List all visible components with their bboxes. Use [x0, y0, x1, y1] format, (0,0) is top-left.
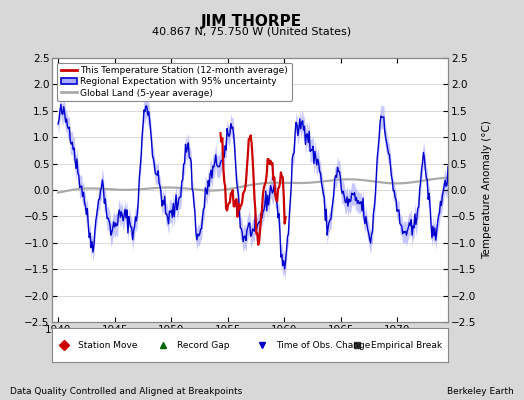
Text: 40.867 N, 75.750 W (United States): 40.867 N, 75.750 W (United States) — [152, 26, 351, 36]
Text: Empirical Break: Empirical Break — [371, 340, 442, 350]
Y-axis label: Temperature Anomaly (°C): Temperature Anomaly (°C) — [482, 120, 492, 260]
Text: Station Move: Station Move — [78, 340, 138, 350]
Legend: This Temperature Station (12-month average), Regional Expectation with 95% uncer: This Temperature Station (12-month avera… — [57, 62, 292, 101]
Text: Time of Obs. Change: Time of Obs. Change — [276, 340, 370, 350]
Text: Data Quality Controlled and Aligned at Breakpoints: Data Quality Controlled and Aligned at B… — [10, 387, 243, 396]
Text: Berkeley Earth: Berkeley Earth — [447, 387, 514, 396]
Text: Record Gap: Record Gap — [177, 340, 230, 350]
Text: JIM THORPE: JIM THORPE — [201, 14, 302, 29]
